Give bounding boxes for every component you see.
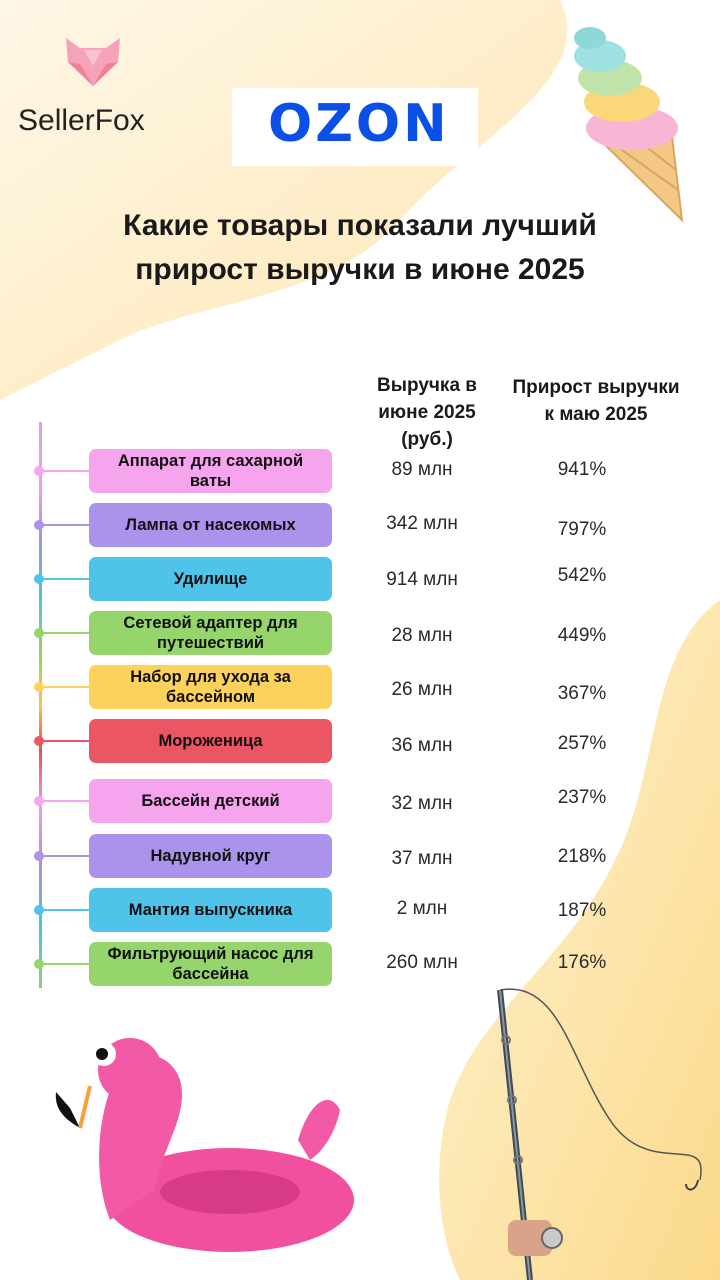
- row-dot: [34, 574, 44, 584]
- page-title: Какие товары показали лучший прирост выр…: [40, 204, 680, 292]
- product-row: Бассейн детский 32 млн 237%: [0, 779, 720, 823]
- product-row: Мороженица 36 млн 257%: [0, 719, 720, 763]
- row-connector: [40, 909, 92, 911]
- row-connector: [40, 963, 92, 965]
- row-dot: [34, 520, 44, 530]
- timeline-line: [39, 422, 42, 988]
- fox-icon: [66, 38, 120, 86]
- product-growth: 367%: [557, 683, 607, 704]
- flamingo-float-icon: [55, 1038, 354, 1252]
- product-growth: 176%: [557, 952, 607, 973]
- product-row: Фильтрующий насос для бассейна 260 млн 1…: [0, 942, 720, 986]
- revenue-header-line-3: (руб.): [401, 429, 453, 450]
- product-growth: 218%: [557, 846, 607, 867]
- ozon-logo: OZON: [232, 88, 478, 166]
- row-dot: [34, 796, 44, 806]
- row-dot: [34, 905, 44, 915]
- row-dot: [34, 736, 44, 746]
- ice-cream-icon: [574, 27, 684, 223]
- row-connector: [40, 470, 92, 472]
- marketplace-name: OZON: [268, 94, 450, 154]
- row-connector: [40, 686, 92, 688]
- row-connector: [40, 632, 92, 634]
- row-connector: [40, 855, 92, 857]
- product-revenue: 32 млн: [391, 793, 453, 814]
- product-growth: 542%: [557, 565, 607, 586]
- product-growth: 257%: [557, 733, 607, 754]
- product-name: Мороженица: [89, 719, 332, 763]
- product-row: Набор для ухода за бассейном 26 млн 367%: [0, 665, 720, 709]
- product-row: Мантия выпускника 2 млн 187%: [0, 888, 720, 932]
- product-growth: 449%: [557, 625, 607, 646]
- product-revenue: 37 млн: [391, 848, 453, 869]
- column-header-growth: Прирост выручки к маю 2025: [496, 374, 696, 428]
- product-growth: 237%: [557, 787, 607, 808]
- row-dot: [34, 466, 44, 476]
- revenue-header-line-2: июне 2025: [378, 402, 476, 423]
- title-line-1: Какие товары показали лучший: [123, 209, 597, 242]
- growth-header-line-2: к маю 2025: [544, 404, 648, 425]
- row-dot: [34, 959, 44, 969]
- growth-header-line-1: Прирост выручки: [512, 377, 680, 398]
- product-row: Удилище 914 млн 542%: [0, 557, 720, 601]
- product-name: Лампа от насекомых: [89, 503, 332, 547]
- product-revenue: 914 млн: [386, 569, 458, 590]
- product-revenue: 260 млн: [386, 952, 458, 973]
- product-name: Удилище: [89, 557, 332, 601]
- product-name: Сетевой адаптер для путешествий: [89, 611, 332, 655]
- product-name: Мантия выпускника: [89, 888, 332, 932]
- revenue-header-line-1: Выручка в: [377, 375, 477, 396]
- product-row: Аппарат для сахарной ваты 89 млн 941%: [0, 449, 720, 493]
- product-row: Сетевой адаптер для путешествий 28 млн 4…: [0, 611, 720, 655]
- product-name: Надувной круг: [89, 834, 332, 878]
- product-growth: 187%: [557, 900, 607, 921]
- product-name: Бассейн детский: [89, 779, 332, 823]
- row-dot: [34, 851, 44, 861]
- product-revenue: 342 млн: [386, 513, 458, 534]
- product-revenue: 28 млн: [391, 625, 453, 646]
- product-row: Надувной круг 37 млн 218%: [0, 834, 720, 878]
- row-connector: [40, 578, 92, 580]
- title-line-2: прирост выручки в июне 2025: [135, 253, 585, 286]
- brand-name: SellerFox: [18, 104, 145, 137]
- product-name: Набор для ухода за бассейном: [89, 665, 332, 709]
- product-name: Фильтрующий насос для бассейна: [89, 942, 332, 986]
- fishing-rod-icon: [497, 988, 702, 1280]
- column-header-revenue: Выручка в июне 2025 (руб.): [352, 372, 502, 453]
- row-dot: [34, 628, 44, 638]
- row-connector: [40, 740, 92, 742]
- product-revenue: 26 млн: [391, 679, 453, 700]
- product-revenue: 2 млн: [396, 898, 448, 919]
- product-growth: 941%: [557, 459, 607, 480]
- product-revenue: 89 млн: [391, 459, 453, 480]
- product-name: Аппарат для сахарной ваты: [89, 449, 332, 493]
- row-dot: [34, 682, 44, 692]
- row-connector: [40, 800, 92, 802]
- product-growth: 797%: [557, 519, 607, 540]
- row-connector: [40, 524, 92, 526]
- product-revenue: 36 млн: [391, 735, 453, 756]
- product-row: Лампа от насекомых 342 млн 797%: [0, 503, 720, 547]
